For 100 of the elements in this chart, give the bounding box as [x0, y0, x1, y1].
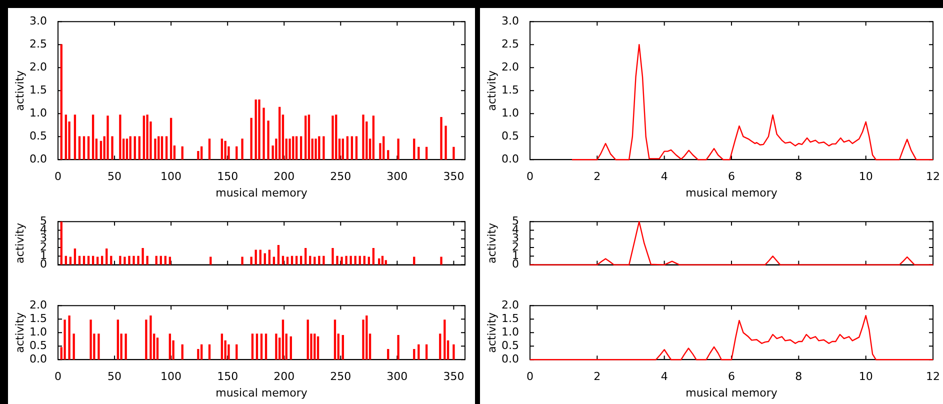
bar [372, 248, 375, 265]
y-tick-label: 0.0 [502, 352, 519, 366]
bar [286, 256, 289, 265]
bar [158, 136, 160, 160]
bar [236, 344, 238, 360]
y-tick-label: 1.0 [30, 325, 47, 338]
bar [418, 344, 420, 360]
bar [444, 320, 446, 360]
y-axis-title: activity [485, 70, 498, 111]
bar [322, 256, 325, 265]
bar [96, 256, 99, 265]
bar [154, 138, 156, 160]
y-tick-label: 1.5 [502, 83, 519, 96]
bar [72, 334, 75, 360]
bar [220, 138, 224, 160]
bar [208, 138, 211, 160]
x-tick-label: 6 [728, 370, 735, 384]
bar [295, 136, 298, 160]
x-axis-title: musical memory [216, 386, 308, 400]
bar [413, 256, 416, 265]
y-axis-title: activity [13, 312, 26, 353]
bar [346, 136, 348, 160]
bar [116, 320, 119, 360]
x-tick-label: 350 [443, 170, 464, 184]
bar [413, 349, 416, 360]
bar [250, 118, 252, 160]
x-tick-label: 0 [54, 170, 62, 184]
bar [69, 256, 72, 265]
bar [142, 248, 144, 265]
bar [314, 256, 316, 265]
bar [74, 248, 76, 265]
bar [332, 248, 334, 265]
bar [228, 344, 230, 360]
y-tick-label: 1.5 [30, 312, 47, 325]
y-tick-label: 2.5 [502, 37, 519, 50]
x-tick-label: 50 [108, 170, 122, 184]
bar [124, 256, 126, 265]
bar [168, 256, 172, 265]
y-tick-label: 1.0 [502, 106, 519, 120]
x-tick-label: 12 [926, 370, 940, 384]
bar [290, 336, 292, 360]
bar [87, 136, 90, 160]
bar [314, 334, 316, 360]
bar [282, 320, 284, 360]
bar [170, 118, 172, 160]
bar [156, 338, 159, 360]
x-tick-label: 50 [108, 370, 122, 384]
x-axis-title: musical memory [686, 186, 778, 200]
bar [250, 256, 252, 265]
x-tick-label: 10 [858, 370, 873, 384]
y-axis-title: activity [13, 70, 26, 111]
bar [397, 334, 400, 360]
bar [275, 334, 278, 360]
bar [68, 316, 70, 360]
bar [119, 114, 122, 160]
bar [292, 136, 294, 160]
bar [254, 99, 257, 160]
bar [82, 136, 86, 160]
bar [92, 114, 94, 160]
bar [425, 344, 428, 360]
x-axis-title: musical memory [686, 386, 778, 400]
bar [142, 116, 145, 160]
bar [318, 136, 320, 160]
bar [262, 108, 265, 160]
bar [322, 136, 325, 160]
y-axis-title: activity [13, 222, 26, 264]
bar [220, 334, 224, 360]
bar [78, 136, 81, 160]
bar [145, 320, 148, 360]
bar [332, 116, 334, 160]
bar [200, 344, 203, 360]
bar [134, 136, 136, 160]
y-axis-title: activity [485, 222, 498, 264]
bar [440, 116, 442, 160]
bar [165, 136, 168, 160]
y-tick-label: 2.5 [30, 37, 47, 50]
bar [90, 320, 92, 360]
x-tick-label: 8 [795, 370, 802, 384]
bar [60, 222, 62, 265]
bar [208, 344, 211, 360]
bar [425, 146, 428, 160]
y-tick-label: 0.5 [502, 338, 519, 352]
x-tick-label: 150 [217, 370, 238, 384]
bar [355, 136, 358, 160]
bar [241, 138, 244, 160]
y-tick-label: 2.0 [502, 60, 519, 74]
bar [278, 106, 281, 160]
bar [384, 260, 387, 265]
bar [210, 256, 212, 265]
y-tick-label: 0.5 [30, 129, 47, 142]
bar [111, 136, 114, 160]
bar [277, 245, 280, 265]
bar [181, 344, 184, 360]
x-tick-label: 0 [526, 370, 534, 384]
x-tick-label: 250 [330, 370, 352, 384]
x-tick-label: 200 [274, 370, 295, 384]
x-tick-label: 0 [526, 170, 534, 184]
bar [308, 114, 310, 160]
bar [452, 146, 455, 160]
bar [124, 334, 127, 360]
